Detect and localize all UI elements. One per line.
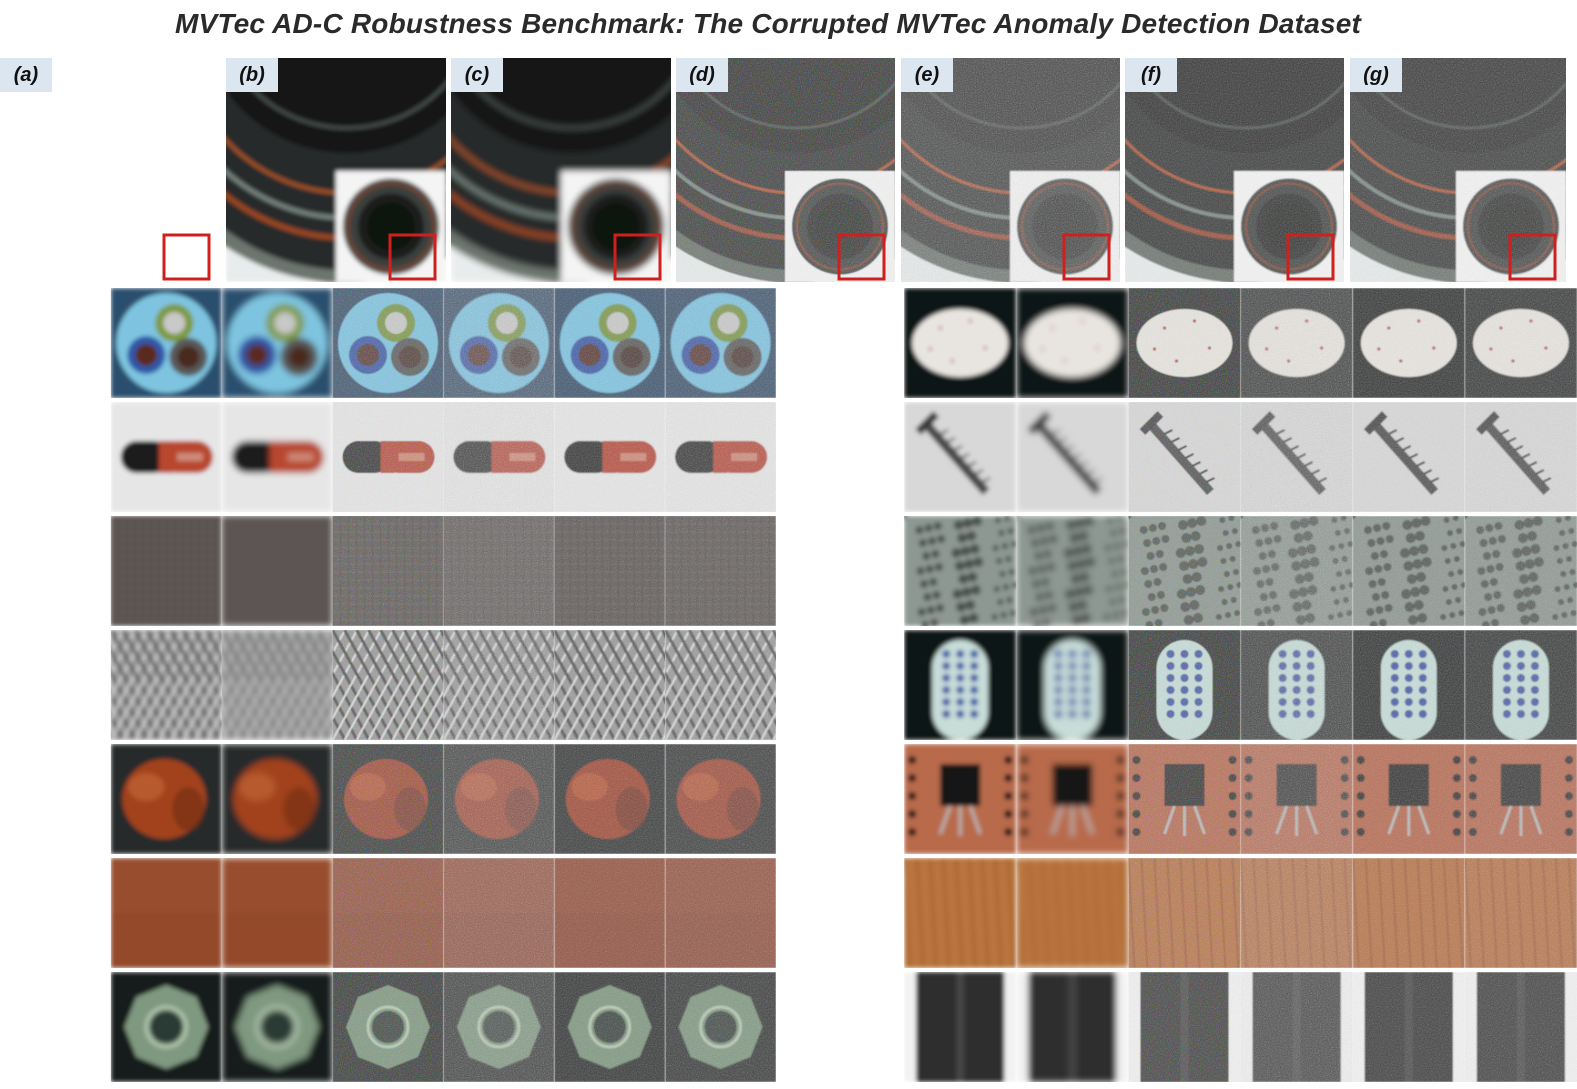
panel-label: (g) <box>1350 58 1402 92</box>
panel-label: (a) <box>0 58 52 92</box>
cable-images <box>0 288 776 398</box>
zipper-images <box>792 972 1577 1082</box>
capsule-images <box>0 402 776 512</box>
bottle-panel: (b) <box>226 58 446 282</box>
category-grid <box>0 288 1577 1089</box>
bottle-panel: (f) <box>1125 58 1344 282</box>
metal-nut-images <box>0 972 776 1082</box>
figure-title: MVTec AD-C Robustness Benchmark: The Cor… <box>0 8 1536 40</box>
category-strip-hazelnut <box>0 744 776 854</box>
leather-images <box>0 858 776 968</box>
category-strip-carpet <box>0 516 776 626</box>
category-strip-wood <box>792 858 1577 968</box>
category-strip-screw <box>792 402 1577 512</box>
panel-label: (b) <box>226 58 278 92</box>
panel-label: (e) <box>901 58 953 92</box>
category-strip-leather <box>0 858 776 968</box>
bottle-panel: (e) <box>901 58 1120 282</box>
bottle-corruption-row: (a) (b) (c) (d) (e) (f) (g) <box>0 58 1577 282</box>
category-strip-grid <box>0 630 776 740</box>
bottle-panel: (a) <box>0 58 220 282</box>
bottle-panel: (c) <box>451 58 671 282</box>
category-strip-pill <box>792 288 1577 398</box>
category-strip-cable <box>0 288 776 398</box>
wood-images <box>792 858 1577 968</box>
grid-images <box>0 630 776 740</box>
panel-label: (d) <box>676 58 728 92</box>
carpet-images <box>0 516 776 626</box>
pill-images <box>792 288 1577 398</box>
transistor-images <box>792 744 1577 854</box>
bottle-panel: (g) <box>1350 58 1566 282</box>
category-strip-transistor <box>792 744 1577 854</box>
panel-label: (c) <box>451 58 503 92</box>
panel-label: (f) <box>1125 58 1177 92</box>
screw-images <box>792 402 1577 512</box>
category-strip-tile <box>792 516 1577 626</box>
category-strip-toothbrush <box>792 630 1577 740</box>
category-strip-zipper <box>792 972 1577 1082</box>
category-strip-metal-nut <box>0 972 776 1082</box>
bottle-panel: (d) <box>676 58 895 282</box>
toothbrush-images <box>792 630 1577 740</box>
hazelnut-images <box>0 744 776 854</box>
tile-images <box>792 516 1577 626</box>
category-strip-capsule <box>0 402 776 512</box>
